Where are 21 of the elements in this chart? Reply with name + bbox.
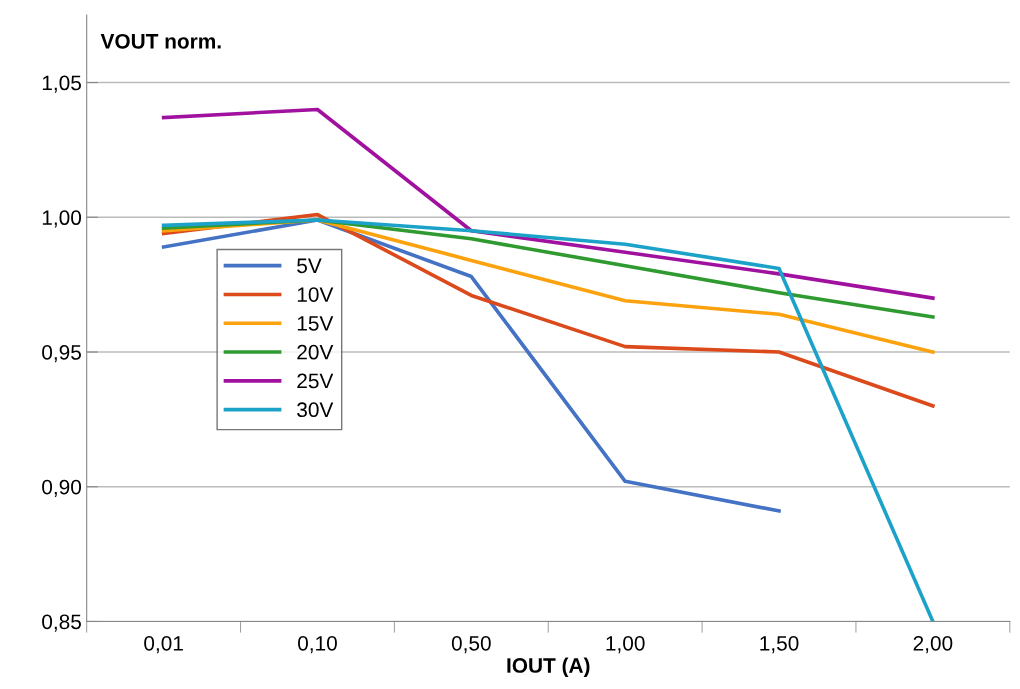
x-tick-label: 0,10 xyxy=(298,635,337,654)
legend-label: 10V xyxy=(297,287,334,302)
line-series xyxy=(161,218,935,622)
y-tick-label: 1,05 xyxy=(42,75,81,93)
x-tick-label: 2,00 xyxy=(913,635,953,654)
y-axis-title: VOUT norm. xyxy=(100,33,221,49)
x-tick-label: 1,50 xyxy=(760,635,799,654)
legend-label: 25V xyxy=(297,373,334,389)
legend-label: 5V xyxy=(297,258,322,274)
legend-label: 15V xyxy=(297,316,334,331)
y-tick-label: 1,00 xyxy=(42,210,82,228)
x-tick-label: 1,00 xyxy=(606,635,645,654)
line-series xyxy=(161,107,935,300)
x-tick-label: 0,01 xyxy=(144,635,183,654)
x-axis-title: IOUT (A) xyxy=(507,657,590,677)
x-tick-label: 0,50 xyxy=(451,635,491,654)
legend-label: 30V xyxy=(297,402,334,418)
y-tick-label: 0,95 xyxy=(42,345,81,363)
y-tick-label: 0,85 xyxy=(42,614,81,632)
legend-label: 20V xyxy=(297,344,334,360)
y-tick-label: 0,90 xyxy=(42,479,82,497)
